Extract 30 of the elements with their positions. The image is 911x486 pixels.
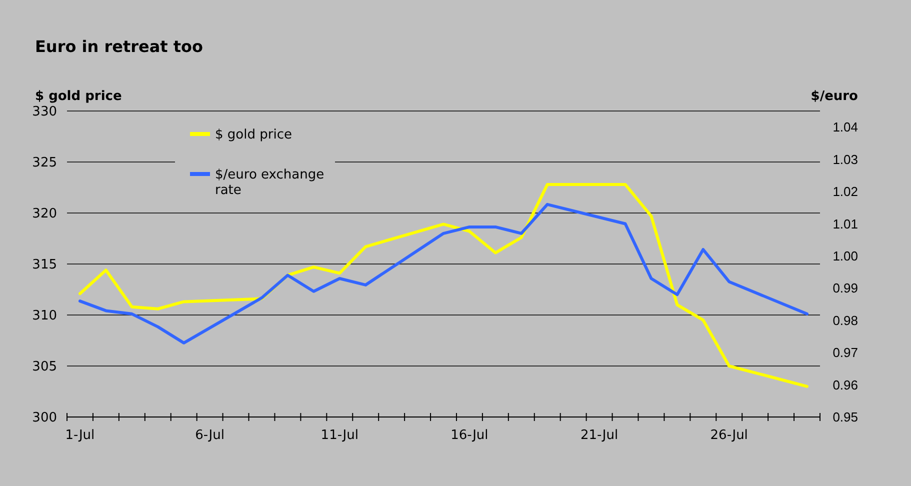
y2-tick-label: 1.00 — [832, 248, 858, 264]
y2-tick-label: 0.95 — [832, 410, 858, 425]
y2-tick-label: 1.04 — [832, 120, 858, 135]
x-tick-label: 11-Jul — [320, 428, 358, 443]
x-tick-label: 21-Jul — [580, 428, 618, 443]
y2-tick-label: 0.98 — [832, 312, 858, 328]
y-tick-label: 330 — [32, 104, 57, 120]
y-tick-label: 305 — [32, 360, 57, 375]
y2-tick-label: 1.03 — [832, 152, 858, 167]
y-tick-label: 320 — [32, 206, 57, 222]
y2-tick-label: 1.02 — [832, 184, 858, 200]
y2-tick-label: 0.96 — [832, 377, 858, 392]
y2-tick-label: 1.01 — [832, 216, 858, 232]
legend-label: $/euro exchange rate — [215, 168, 324, 198]
y-tick-label: 300 — [32, 410, 57, 426]
legend-label: $ gold price — [215, 128, 292, 143]
x-tick-label: 16-Jul — [450, 428, 488, 443]
y-tick-label: 315 — [32, 258, 57, 273]
y-tick-label: 325 — [32, 156, 57, 171]
y-axis-title: $ gold price — [35, 89, 122, 104]
x-tick-label: 1-Jul — [65, 428, 95, 443]
chart-title: Euro in retreat too — [35, 37, 204, 56]
y-tick-label: 310 — [32, 308, 57, 324]
y2-axis-title: $/euro — [810, 89, 858, 104]
line-series — [78, 182, 809, 388]
y2-tick-label: 0.97 — [832, 345, 858, 360]
x-tick-label: 6-Jul — [195, 428, 224, 443]
y2-tick-label: 0.99 — [832, 280, 858, 296]
line-series — [78, 202, 809, 344]
x-tick-label: 26-Jul — [710, 428, 748, 443]
